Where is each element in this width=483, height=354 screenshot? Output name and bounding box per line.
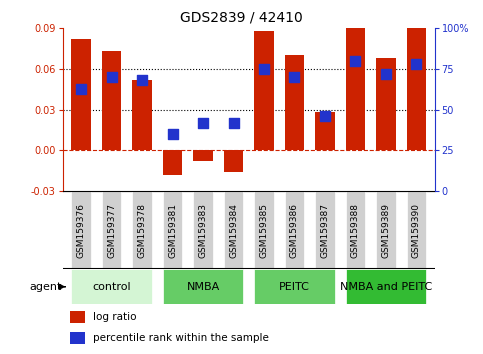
- Bar: [163, 150, 183, 175]
- Text: percentile rank within the sample: percentile rank within the sample: [93, 333, 269, 343]
- Point: [229, 120, 237, 126]
- Bar: [193, 191, 213, 269]
- Bar: [284, 191, 304, 269]
- Bar: [71, 269, 152, 304]
- Bar: [315, 191, 335, 269]
- Bar: [132, 80, 152, 150]
- Bar: [407, 191, 426, 269]
- Text: GSM159386: GSM159386: [290, 202, 299, 258]
- Bar: [284, 56, 304, 150]
- Bar: [224, 150, 243, 172]
- Text: PEITC: PEITC: [279, 282, 310, 292]
- Bar: [101, 191, 121, 269]
- Point: [138, 78, 146, 83]
- Text: GSM159383: GSM159383: [199, 202, 208, 258]
- Bar: [193, 150, 213, 161]
- Text: GSM159387: GSM159387: [320, 202, 329, 258]
- Text: GSM159376: GSM159376: [77, 202, 85, 258]
- Bar: [315, 113, 335, 150]
- Bar: [254, 269, 335, 304]
- Text: control: control: [92, 282, 131, 292]
- Point: [412, 61, 420, 67]
- Bar: [345, 269, 426, 304]
- Bar: [376, 191, 396, 269]
- Point: [260, 66, 268, 72]
- Bar: [224, 191, 243, 269]
- Point: [77, 86, 85, 91]
- Bar: [345, 191, 365, 269]
- Text: GSM159384: GSM159384: [229, 202, 238, 258]
- Text: GDS2839 / 42410: GDS2839 / 42410: [180, 11, 303, 25]
- Text: agent: agent: [30, 282, 62, 292]
- Text: GSM159377: GSM159377: [107, 202, 116, 258]
- Bar: [163, 191, 183, 269]
- Text: GSM159390: GSM159390: [412, 202, 421, 258]
- Point: [169, 131, 176, 137]
- Text: GSM159385: GSM159385: [259, 202, 269, 258]
- Bar: [163, 269, 243, 304]
- Text: NMBA and PEITC: NMBA and PEITC: [340, 282, 432, 292]
- Bar: [71, 39, 91, 150]
- Point: [352, 58, 359, 64]
- Bar: [407, 28, 426, 150]
- Text: GSM159388: GSM159388: [351, 202, 360, 258]
- Point: [321, 113, 329, 119]
- Point: [382, 71, 390, 77]
- Text: GSM159389: GSM159389: [382, 202, 390, 258]
- Bar: [345, 28, 365, 150]
- Bar: [70, 332, 85, 343]
- Point: [199, 120, 207, 126]
- Bar: [254, 191, 274, 269]
- Text: NMBA: NMBA: [186, 282, 220, 292]
- Bar: [376, 58, 396, 150]
- Point: [108, 74, 115, 80]
- Text: GSM159378: GSM159378: [138, 202, 146, 258]
- Bar: [71, 191, 91, 269]
- Bar: [132, 191, 152, 269]
- Text: log ratio: log ratio: [93, 312, 136, 322]
- Bar: [70, 312, 85, 323]
- Text: GSM159381: GSM159381: [168, 202, 177, 258]
- Bar: [101, 51, 121, 150]
- Point: [291, 74, 298, 80]
- Bar: [254, 31, 274, 150]
